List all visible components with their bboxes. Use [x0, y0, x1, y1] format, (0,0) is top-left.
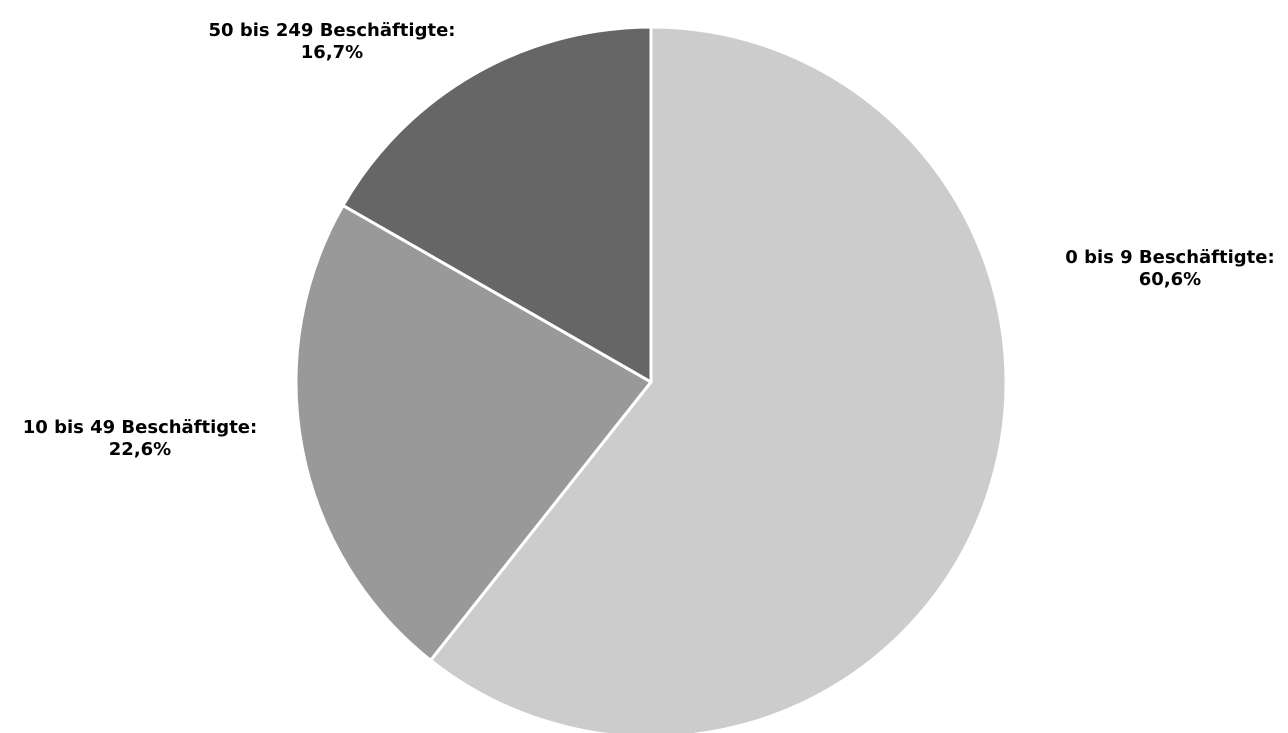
slice-value-label: 16,7% — [301, 42, 363, 63]
pie-slice-1 — [429, 25, 1008, 733]
pie-labels: 0 bis 9 Beschäftigte: 60,6% 10 bis 49 Besc… — [23, 20, 1275, 460]
slice-label-3: 50 bis 249 Beschäftigte: 16,7% — [209, 20, 456, 63]
slice-category-label: 10 bis 49 Beschäftigte: — [23, 417, 257, 438]
slice-category-label: 0 bis 9 Beschäftigte: — [1065, 247, 1274, 268]
slice-category-label: 50 bis 249 Beschäftigte: — [209, 20, 456, 41]
slice-value-label: 60,6% — [1139, 269, 1201, 290]
pie-slice-3 — [341, 25, 653, 384]
slice-value-label: 22,6% — [109, 439, 171, 460]
pie-slice-2 — [294, 203, 653, 662]
pie-slices — [294, 25, 1008, 733]
slice-label-1: 0 bis 9 Beschäftigte: 60,6% — [1065, 247, 1274, 290]
slice-label-2: 10 bis 49 Beschäftigte: 22,6% — [23, 417, 257, 460]
